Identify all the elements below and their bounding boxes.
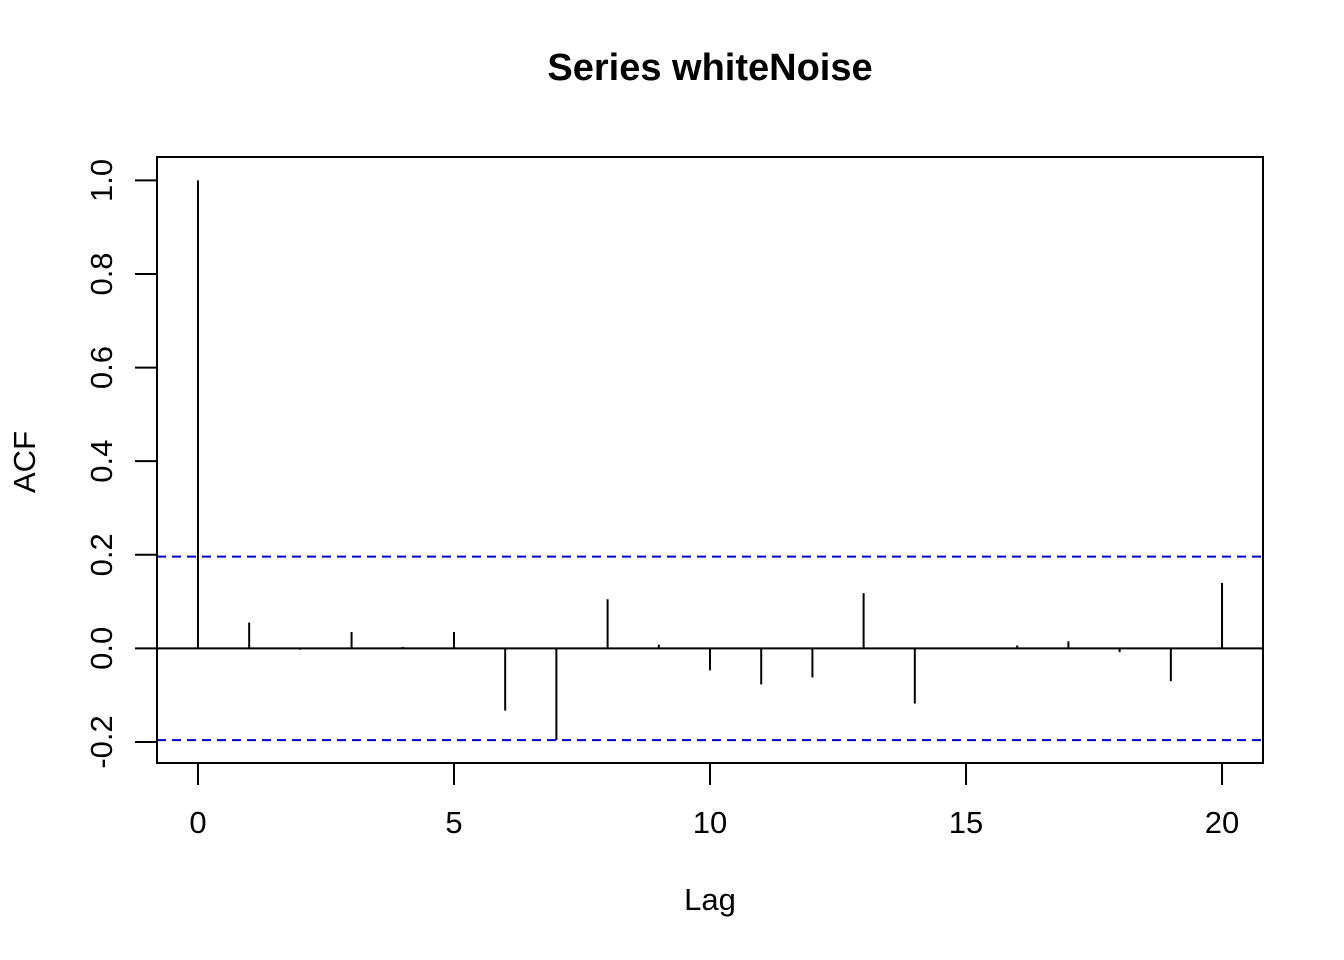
y-tick-label: 0.4 [84,440,119,483]
chart-title: Series whiteNoise [547,47,872,89]
plot-area: 0 5 10 15 20 -0.2 0.0 0.2 0.4 0.6 0.8 1.0 [84,156,1264,840]
x-axis-label: Lag [684,882,736,917]
y-tick-label: 0.6 [84,346,119,389]
y-tick-label: 0.2 [84,533,119,576]
y-axis-label: ACF [7,431,42,493]
plot-frame [156,156,1264,764]
x-tick-label: 0 [189,805,206,840]
x-tick-label: 15 [949,805,983,840]
y-tick-label: 0.0 [84,627,119,670]
y-tick-label: 0.8 [84,252,119,295]
y-tick-label: 1.0 [84,159,119,202]
x-tick-label: 5 [445,805,462,840]
y-tick-label: -0.2 [84,715,119,768]
x-tick-label: 10 [693,805,727,840]
x-tick-label: 20 [1205,805,1239,840]
